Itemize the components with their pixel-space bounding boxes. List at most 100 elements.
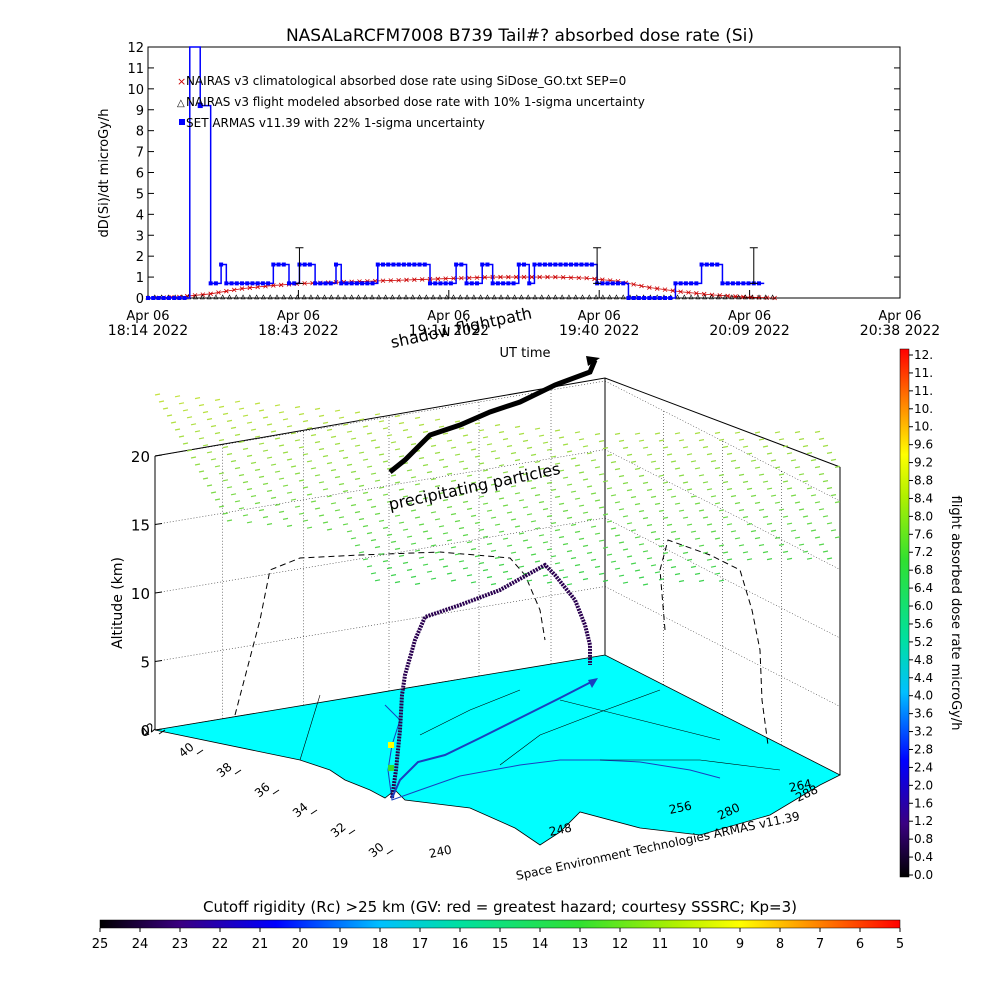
colorbar-tick-label: 10. xyxy=(914,402,933,416)
particle-mark xyxy=(814,430,821,433)
particle-mark xyxy=(642,446,649,449)
particle-mark xyxy=(694,537,701,540)
particle-mark xyxy=(702,446,709,449)
particle-mark xyxy=(546,448,553,451)
particle-mark xyxy=(238,440,245,443)
particle-mark xyxy=(546,515,553,518)
particle-mark xyxy=(614,501,621,504)
particle-mark xyxy=(714,467,721,470)
particle-mark xyxy=(274,404,281,407)
modeled-marker xyxy=(681,294,687,300)
legend-label: NAIRAS v3 climatological absorbed dose r… xyxy=(186,74,626,88)
particle-mark xyxy=(386,533,393,536)
particle-mark xyxy=(630,496,637,499)
particle-mark xyxy=(622,446,629,449)
particle-mark xyxy=(354,411,361,414)
particle-mark xyxy=(362,558,369,561)
climatological-marker xyxy=(435,276,441,282)
particle-mark xyxy=(662,516,669,519)
particle-mark xyxy=(418,423,425,426)
particle-mark xyxy=(346,530,353,533)
colorbar-tick-label: 11. xyxy=(914,366,933,380)
particle-mark xyxy=(706,523,713,526)
particle-mark xyxy=(310,434,317,437)
colorbar-tick-label: 13 xyxy=(572,937,589,952)
armas-marker xyxy=(172,296,177,300)
particle-mark xyxy=(306,493,313,496)
colorbar-tick-label: 6.0 xyxy=(914,599,933,613)
particle-mark xyxy=(442,432,449,435)
particle-mark xyxy=(522,506,529,509)
colorbar-tick-label: 9.6 xyxy=(914,438,933,452)
particle-mark xyxy=(630,562,637,565)
particle-mark xyxy=(586,551,593,554)
particle-mark xyxy=(406,436,413,439)
precipitating-particles-label: precipitating particles xyxy=(387,459,562,514)
particle-mark xyxy=(814,466,821,469)
particle-mark xyxy=(342,456,349,459)
particle-mark xyxy=(350,470,357,473)
particle-mark xyxy=(254,468,261,471)
modeled-marker xyxy=(566,294,572,300)
particle-mark xyxy=(654,432,661,435)
particle-mark xyxy=(442,499,449,502)
particle-mark xyxy=(798,508,805,511)
particle-mark xyxy=(562,443,569,446)
particle-mark xyxy=(626,555,633,558)
particle-mark xyxy=(534,427,541,430)
particle-mark xyxy=(554,529,561,532)
armas-marker xyxy=(156,296,161,300)
particle-mark xyxy=(678,439,685,442)
particle-mark xyxy=(714,431,721,434)
colorbar-tick-label: 9 xyxy=(736,937,744,952)
armas-marker xyxy=(610,281,615,286)
particle-mark xyxy=(358,418,365,421)
armas-marker xyxy=(448,281,453,286)
particle-mark xyxy=(826,451,833,454)
particle-mark xyxy=(610,560,617,563)
particle-mark xyxy=(214,432,221,435)
particle-mark xyxy=(698,579,705,582)
particle-mark xyxy=(394,481,401,484)
particle-mark xyxy=(286,491,293,494)
particle-mark xyxy=(662,552,669,555)
colorbar-tick-label: 7.2 xyxy=(914,545,933,559)
particle-mark xyxy=(618,475,625,478)
particle-mark xyxy=(222,412,229,415)
legend-entry-modeled: △ NAIRAS v3 flight modeled absorbed dose… xyxy=(177,95,645,109)
colorbar-tick-label: 11 xyxy=(652,937,669,952)
particle-mark xyxy=(326,428,333,431)
particle-mark xyxy=(410,443,417,446)
armas-marker xyxy=(391,262,396,267)
particle-mark xyxy=(558,536,565,539)
modeled-marker xyxy=(308,294,314,300)
particle-mark xyxy=(738,438,745,441)
particle-mark xyxy=(282,418,289,421)
particle-mark xyxy=(414,549,421,552)
particle-mark xyxy=(530,487,537,490)
chart-title: NASALaRCFM7008 B739 Tail#? absorbed dose… xyxy=(286,26,754,46)
particle-mark xyxy=(590,492,597,495)
particle-mark xyxy=(722,516,729,519)
armas-marker xyxy=(501,281,506,286)
particle-mark xyxy=(394,514,401,517)
legend: × NAIRAS v3 climatological absorbed dose… xyxy=(177,74,645,130)
modeled-marker xyxy=(335,294,341,300)
particle-mark xyxy=(346,430,353,433)
modeled-marker xyxy=(491,294,497,300)
particle-mark xyxy=(298,512,305,515)
particle-mark xyxy=(462,467,469,470)
particle-mark xyxy=(766,452,773,455)
particle-mark xyxy=(666,523,673,526)
particle-mark xyxy=(466,574,473,577)
particle-mark xyxy=(414,582,421,585)
particle-mark xyxy=(174,428,181,431)
shadow-flightpath-arrow-icon xyxy=(586,356,600,366)
particle-mark xyxy=(434,418,441,421)
armas-marker xyxy=(224,281,229,286)
particle-mark xyxy=(494,556,501,559)
particle-mark xyxy=(574,464,581,467)
particle-mark xyxy=(254,502,261,505)
particle-mark xyxy=(750,494,757,497)
